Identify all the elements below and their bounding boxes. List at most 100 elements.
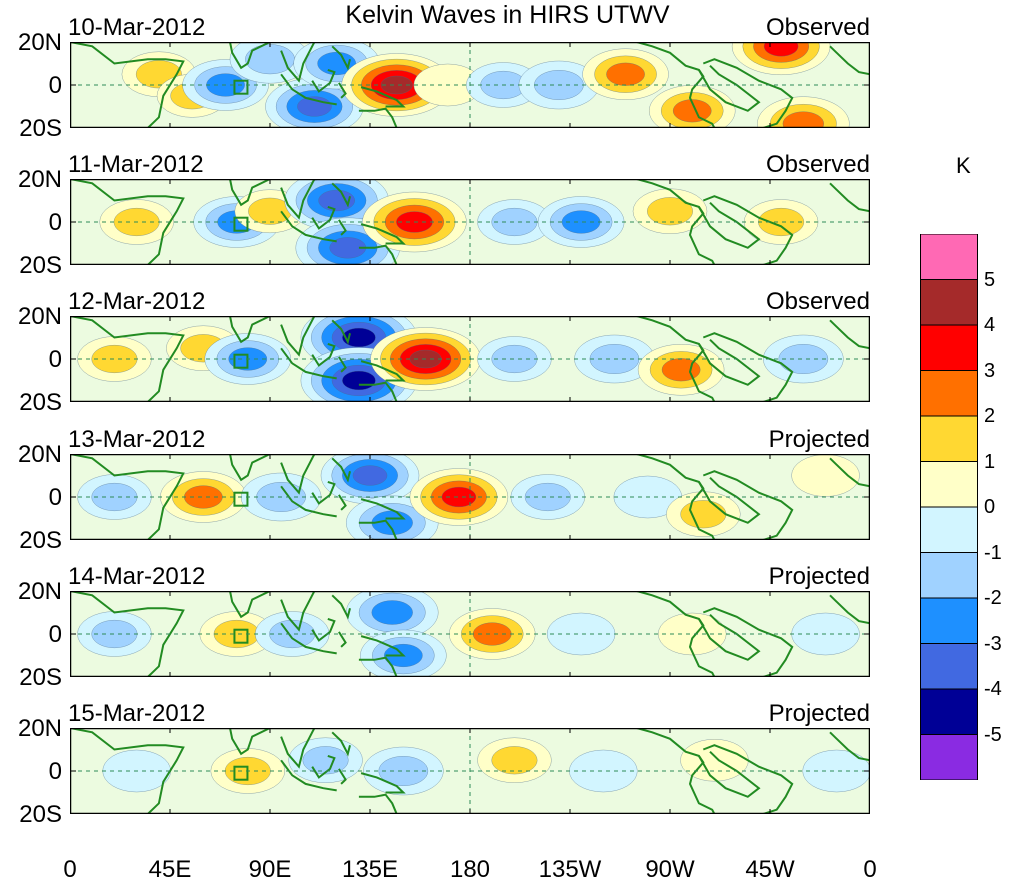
anomaly-contour — [317, 52, 356, 75]
x-tick-label: 45W — [745, 856, 795, 883]
colorbar-swatch — [920, 324, 978, 371]
panel-status: Observed — [765, 151, 870, 178]
coastline — [698, 476, 761, 524]
colorbar-swatch — [920, 734, 978, 780]
colorbar-swatch — [920, 552, 978, 599]
anomaly-contour — [245, 44, 295, 75]
coastline — [829, 731, 870, 762]
anomaly-map — [70, 454, 870, 540]
colorbar-tick-label: -4 — [984, 678, 1002, 700]
coastline — [70, 591, 185, 677]
lat-label: 0 — [48, 346, 62, 373]
coastline — [698, 64, 761, 112]
region-box — [233, 79, 249, 95]
colorbar-tick-label: -2 — [984, 587, 1002, 609]
coastline — [70, 179, 185, 265]
map-panel: 12-Mar-2012 Observed 20N 0 20S — [0, 289, 900, 429]
coastline — [358, 793, 398, 814]
coastline — [280, 347, 337, 380]
coastline — [280, 210, 337, 243]
coastline — [358, 244, 398, 265]
coastline — [331, 731, 351, 757]
coastline — [702, 744, 794, 814]
anomaly-contour — [763, 42, 799, 57]
anomaly-contour — [782, 111, 824, 128]
coastline — [829, 182, 870, 213]
coastline — [229, 179, 271, 207]
anomaly-contour — [802, 749, 870, 793]
chart-title: Kelvin Waves in HIRS UTWV — [345, 1, 670, 29]
coastline — [331, 594, 351, 620]
lat-label: 0 — [48, 758, 62, 785]
coastline — [360, 86, 406, 108]
coastline — [338, 82, 347, 99]
region-box — [233, 628, 249, 644]
coastline — [358, 656, 398, 677]
anomaly-map — [70, 591, 870, 677]
coastline — [702, 332, 794, 402]
anomaly-contour — [672, 99, 712, 123]
panel-date: 13-Mar-2012 — [68, 426, 206, 453]
colorbar-swatch — [920, 279, 978, 326]
anomaly-contour — [371, 600, 413, 625]
coastline — [311, 480, 336, 505]
coastline — [280, 316, 316, 357]
coastline — [70, 316, 185, 402]
colorbar-tick-label: 2 — [984, 405, 996, 427]
coastline — [311, 617, 336, 642]
coastline — [360, 635, 406, 657]
anomaly-contour — [647, 197, 693, 226]
coastline — [829, 594, 870, 625]
map-panel: 11-Mar-2012 Observed 20N 0 20S — [0, 152, 900, 292]
anomaly-contour — [91, 620, 138, 648]
coastline — [280, 42, 316, 83]
map-panel: 15-Mar-2012 Projected 20N 0 20S — [0, 701, 900, 841]
map-panel: 13-Mar-2012 Projected 20N 0 20S — [0, 427, 900, 567]
coastline — [360, 360, 406, 382]
map-panel: 14-Mar-2012 Projected 20N 0 20S — [0, 564, 900, 704]
x-tick-label: 90W — [645, 856, 695, 883]
x-tick-label: 180 — [449, 856, 491, 883]
coastline — [338, 768, 347, 785]
coastline — [229, 454, 271, 482]
panel-status: Observed — [765, 288, 870, 315]
coastline — [829, 45, 870, 76]
coastline — [698, 750, 761, 798]
colorbar — [920, 234, 978, 780]
coastline — [698, 201, 761, 249]
coastline — [829, 457, 870, 488]
lat-label: 20S — [19, 527, 62, 554]
panel-status: Projected — [768, 563, 870, 590]
anomaly-contour — [380, 75, 413, 95]
lat-label: 20N — [17, 303, 62, 330]
colorbar-tick-label: 0 — [984, 496, 996, 518]
coastline — [229, 42, 271, 70]
x-tick-label: 0 — [63, 856, 77, 883]
region-box — [233, 765, 249, 781]
coastline — [358, 381, 398, 402]
coastline — [311, 342, 336, 367]
anomaly-contour — [491, 208, 538, 236]
anomaly-contour — [352, 465, 388, 486]
coastline — [280, 179, 316, 220]
colorbar-swatch — [920, 461, 978, 508]
coastline — [702, 58, 794, 128]
coastline — [702, 195, 794, 265]
anomaly-contour — [491, 746, 538, 775]
coastline — [70, 42, 185, 128]
panel-status: Projected — [768, 700, 870, 727]
anomaly-contour — [318, 189, 355, 212]
anomaly-contour — [778, 344, 829, 374]
coastline — [311, 754, 336, 779]
colorbar-tick-label: -5 — [984, 723, 1002, 746]
colorbar-swatch — [920, 506, 978, 553]
region-box — [233, 491, 249, 507]
region-box — [233, 353, 249, 369]
anomaly-map — [70, 728, 870, 814]
lat-label: 0 — [48, 484, 62, 511]
x-tick-label: 90E — [248, 856, 292, 883]
coastline — [331, 319, 351, 345]
anomaly-contour — [524, 483, 571, 511]
colorbar-swatch — [920, 597, 978, 644]
anomaly-contour — [91, 345, 138, 373]
